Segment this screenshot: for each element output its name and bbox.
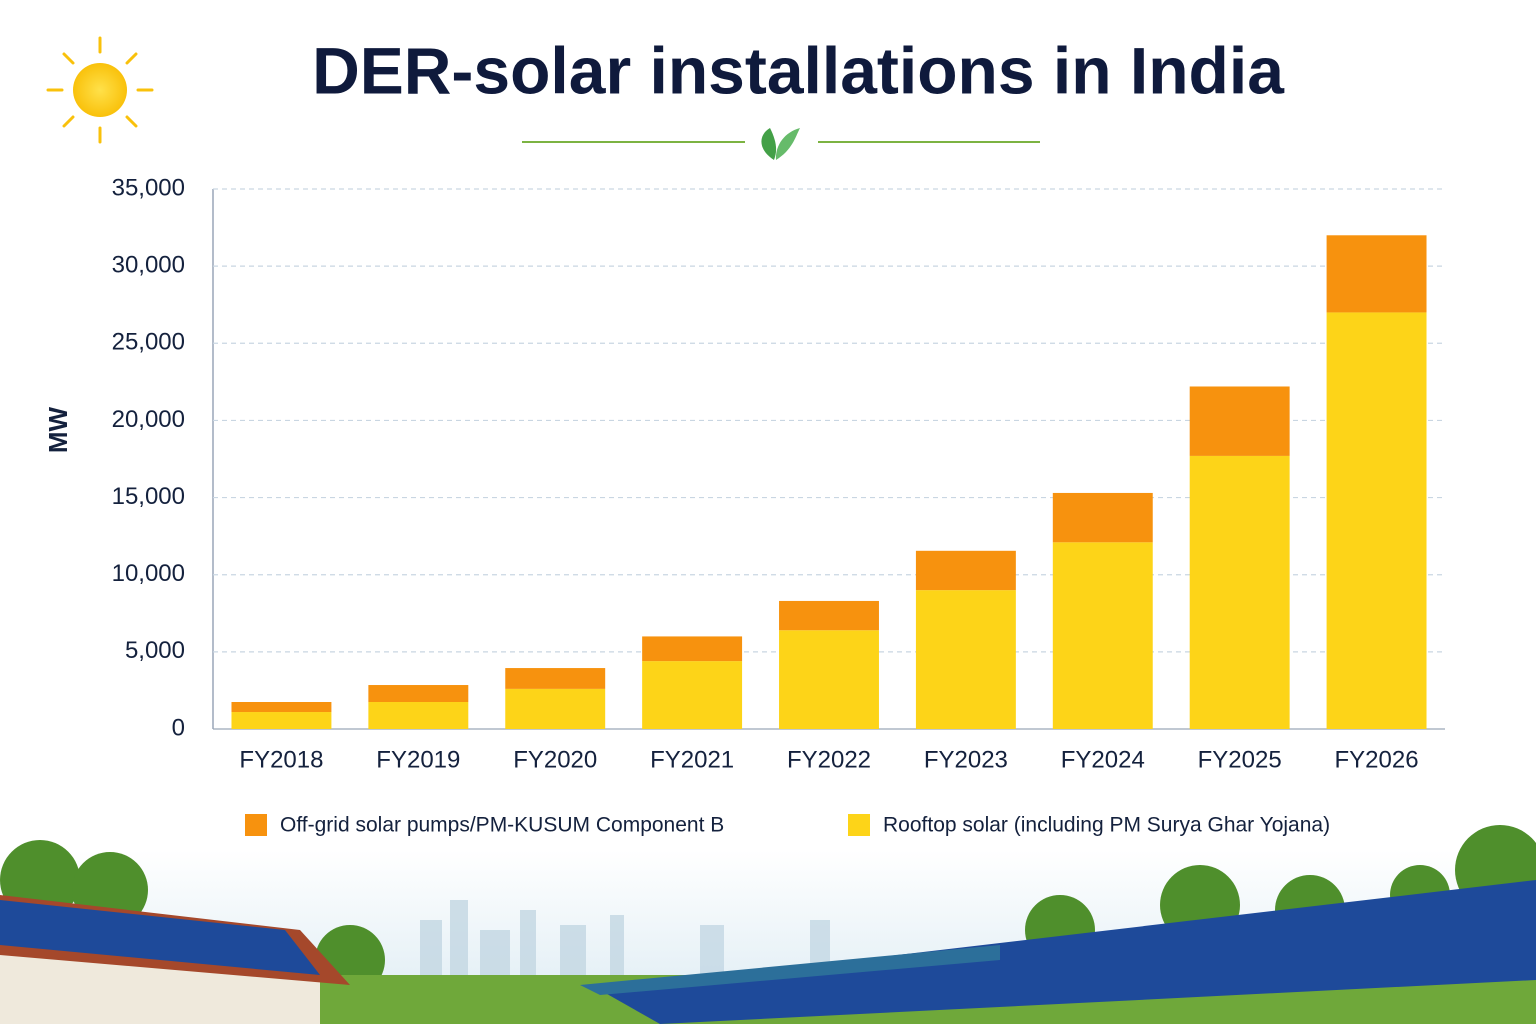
bar-segment [1052, 492, 1153, 543]
x-tick-label: FY2021 [650, 746, 734, 773]
y-tick-label: 10,000 [112, 560, 185, 587]
bar-segment [1326, 312, 1427, 729]
bar-segment [1052, 542, 1153, 729]
x-tick-label: FY2025 [1198, 746, 1282, 773]
landscape [0, 825, 1536, 1024]
bar-segment [368, 702, 469, 729]
bar-segment [915, 590, 1016, 729]
bar-segment [231, 702, 332, 713]
bar-segment [1189, 455, 1290, 729]
y-tick-label: 30,000 [112, 251, 185, 278]
x-tick-label: FY2023 [924, 746, 1008, 773]
bar-segment [505, 688, 606, 729]
y-tick-label: 15,000 [112, 483, 185, 510]
bar-segment [231, 712, 332, 729]
bar-segment [779, 600, 879, 631]
bar-segment [368, 685, 469, 702]
title-divider [522, 128, 1040, 160]
x-tick-label: FY2022 [787, 746, 871, 773]
sun-icon [46, 36, 154, 144]
bar-segment [915, 550, 1016, 591]
x-tick-label: FY2024 [1061, 746, 1145, 773]
legend-label: Rooftop solar (including PM Surya Ghar Y… [883, 814, 1330, 837]
legend-label: Off-grid solar pumps/PM-KUSUM Component … [280, 814, 724, 837]
y-tick-label: 25,000 [112, 329, 185, 356]
y-tick-label: 35,000 [112, 174, 185, 201]
x-tick-label: FY2019 [376, 746, 460, 773]
y-tick-label: 5,000 [125, 637, 185, 664]
legend-swatch [245, 814, 267, 836]
bar-segment [642, 661, 743, 729]
x-tick-label: FY2026 [1335, 746, 1419, 773]
y-tick-label: 0 [172, 714, 185, 741]
bar-segment [642, 636, 743, 662]
bar-segment [1189, 386, 1290, 456]
bar-segment [505, 668, 606, 689]
x-tick-label: FY2018 [239, 746, 323, 773]
y-tick-label: 20,000 [112, 406, 185, 433]
x-tick-label: FY2020 [513, 746, 597, 773]
chart-title: DER-solar installations in India [312, 33, 1285, 107]
bar-segment [779, 630, 879, 729]
y-axis-label: MW [43, 406, 73, 453]
legend-swatch [848, 814, 870, 836]
bar-segment [1326, 235, 1427, 313]
